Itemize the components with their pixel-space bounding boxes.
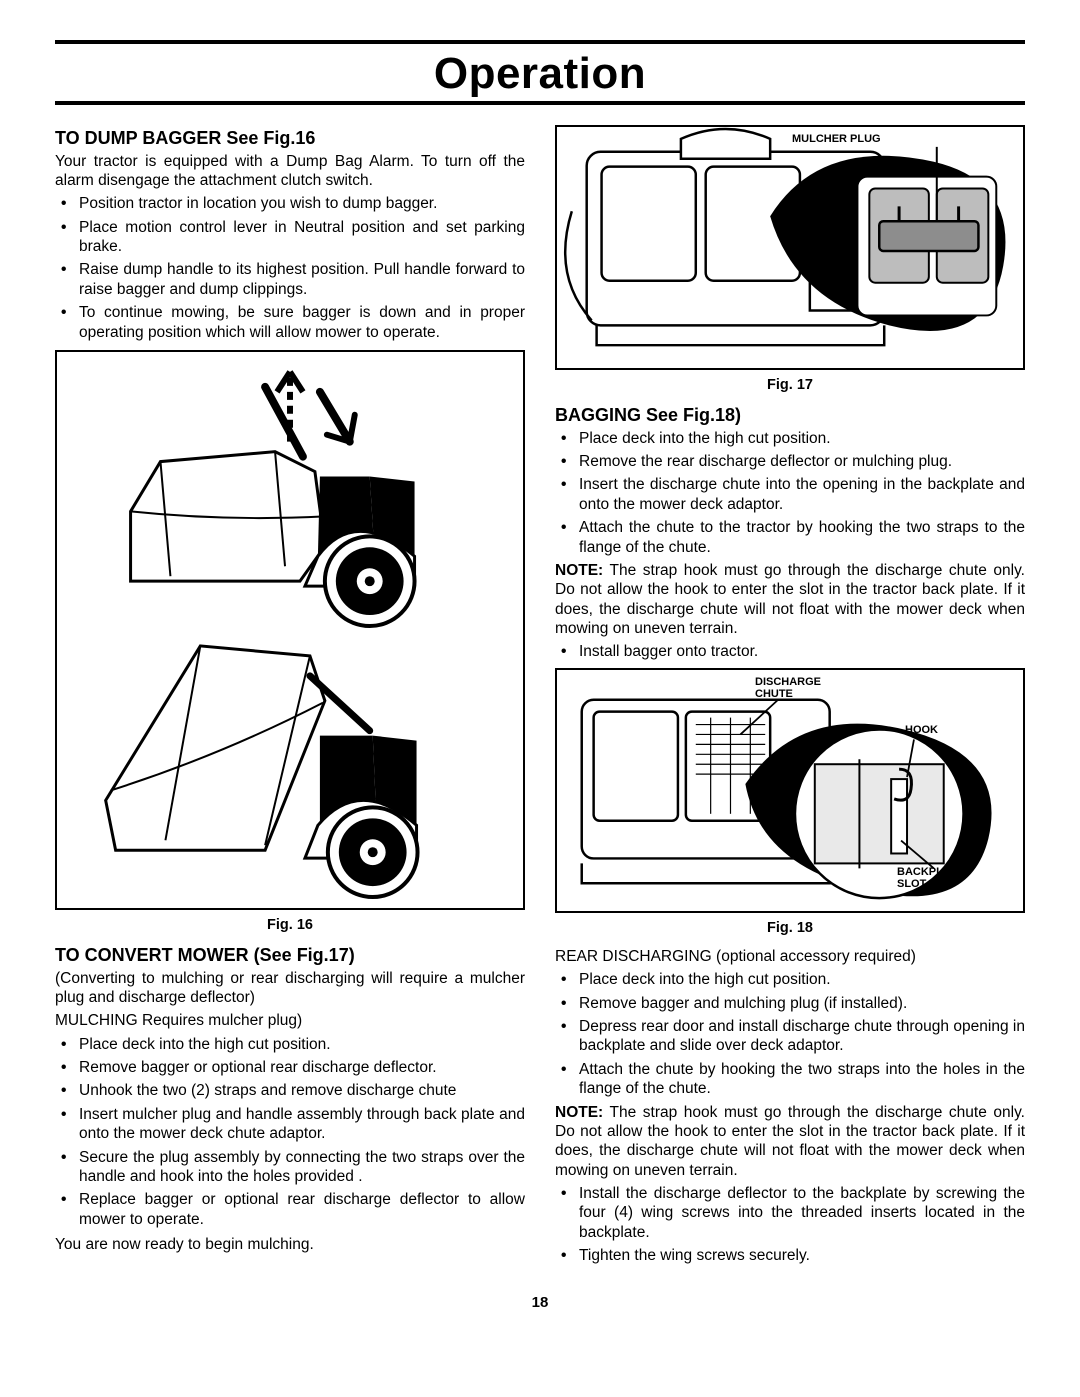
- bagging-note: NOTE: The strap hook must go through the…: [555, 561, 1025, 639]
- rear-bullets2: Install the discharge deflector to the b…: [555, 1184, 1025, 1266]
- list-item: Insert the discharge chute into the open…: [579, 475, 1025, 514]
- list-item: Place motion control lever in Neutral po…: [79, 218, 525, 257]
- hook-label: HOOK: [905, 724, 938, 737]
- bagging-heading: BAGGING See Fig.18): [555, 404, 1025, 427]
- convert-intro: (Converting to mulching or rear discharg…: [55, 969, 525, 1008]
- list-item: Raise dump handle to its highest positio…: [79, 260, 525, 299]
- left-column: TO DUMP BAGGER See Fig.16 Your tractor i…: [55, 125, 525, 1270]
- fig17-caption: Fig. 17: [555, 376, 1025, 394]
- bagging-bullets2: Install bagger onto tractor.: [555, 642, 1025, 661]
- list-item: Install bagger onto tractor.: [579, 642, 1025, 661]
- figure-16: [55, 350, 525, 910]
- convert-heading: TO CONVERT MOWER (See Fig.17): [55, 944, 525, 967]
- note-text: The strap hook must go through the disch…: [555, 562, 1025, 637]
- list-item: Depress rear door and install discharge …: [579, 1017, 1025, 1056]
- figure-18: DISCHARGE CHUTE HOOK BACKPLATE SLOT: [555, 668, 1025, 913]
- mulcher-plug-label: MULCHER PLUG: [792, 133, 881, 146]
- rear-note: NOTE: The strap hook must go through the…: [555, 1103, 1025, 1181]
- list-item: Unhook the two (2) straps and remove dis…: [79, 1081, 525, 1100]
- page-title: Operation: [55, 49, 1025, 99]
- mulcher-plug-illustration: [557, 127, 1023, 368]
- dump-intro: Your tractor is equipped with a Dump Bag…: [55, 152, 525, 191]
- convert-outro: You are now ready to begin mulching.: [55, 1235, 525, 1254]
- rear-discharge-subhead: REAR DISCHARGING (optional accessory req…: [555, 947, 1025, 966]
- mulching-subhead: MULCHING Requires mulcher plug): [55, 1011, 525, 1030]
- list-item: Replace bagger or optional rear discharg…: [79, 1190, 525, 1229]
- list-item: Place deck into the high cut position.: [579, 429, 1025, 448]
- fig18-caption: Fig. 18: [555, 919, 1025, 937]
- list-item: Remove bagger and mulching plug (if inst…: [579, 994, 1025, 1013]
- list-item: Remove the rear discharge deflector or m…: [579, 452, 1025, 471]
- list-item: Attach the chute to the tractor by hooki…: [579, 518, 1025, 557]
- list-item: Attach the chute by hooking the two stra…: [579, 1060, 1025, 1099]
- list-item: Position tractor in location you wish to…: [79, 194, 525, 213]
- right-column: MULCHER PLUG Fig. 17 BAGGING See Fig.18)…: [555, 125, 1025, 1270]
- discharge-chute-label: DISCHARGE CHUTE: [755, 676, 835, 701]
- rear-bullets: Place deck into the high cut position. R…: [555, 970, 1025, 1098]
- dump-bagger-heading: TO DUMP BAGGER See Fig.16: [55, 127, 525, 150]
- page-number: 18: [55, 1294, 1025, 1311]
- list-item: To continue mowing, be sure bagger is do…: [79, 303, 525, 342]
- bagging-bullets: Place deck into the high cut position. R…: [555, 429, 1025, 557]
- list-item: Remove bagger or optional rear discharge…: [79, 1058, 525, 1077]
- note-text: The strap hook must go through the disch…: [555, 1104, 1025, 1179]
- convert-bullets: Place deck into the high cut position. R…: [55, 1035, 525, 1229]
- list-item: Install the discharge deflector to the b…: [579, 1184, 1025, 1242]
- list-item: Insert mulcher plug and handle assembly …: [79, 1105, 525, 1144]
- list-item: Tighten the wing screws securely.: [579, 1246, 1025, 1265]
- dump-bullets: Position tractor in location you wish to…: [55, 194, 525, 342]
- list-item: Place deck into the high cut position.: [579, 970, 1025, 989]
- tractor-dump-illustration: [57, 352, 523, 908]
- figure-17: MULCHER PLUG: [555, 125, 1025, 370]
- fig16-caption: Fig. 16: [55, 916, 525, 934]
- list-item: Secure the plug assembly by connecting t…: [79, 1148, 525, 1187]
- list-item: Place deck into the high cut position.: [79, 1035, 525, 1054]
- backplate-slot-label: BACKPLATE SLOT: [897, 866, 987, 891]
